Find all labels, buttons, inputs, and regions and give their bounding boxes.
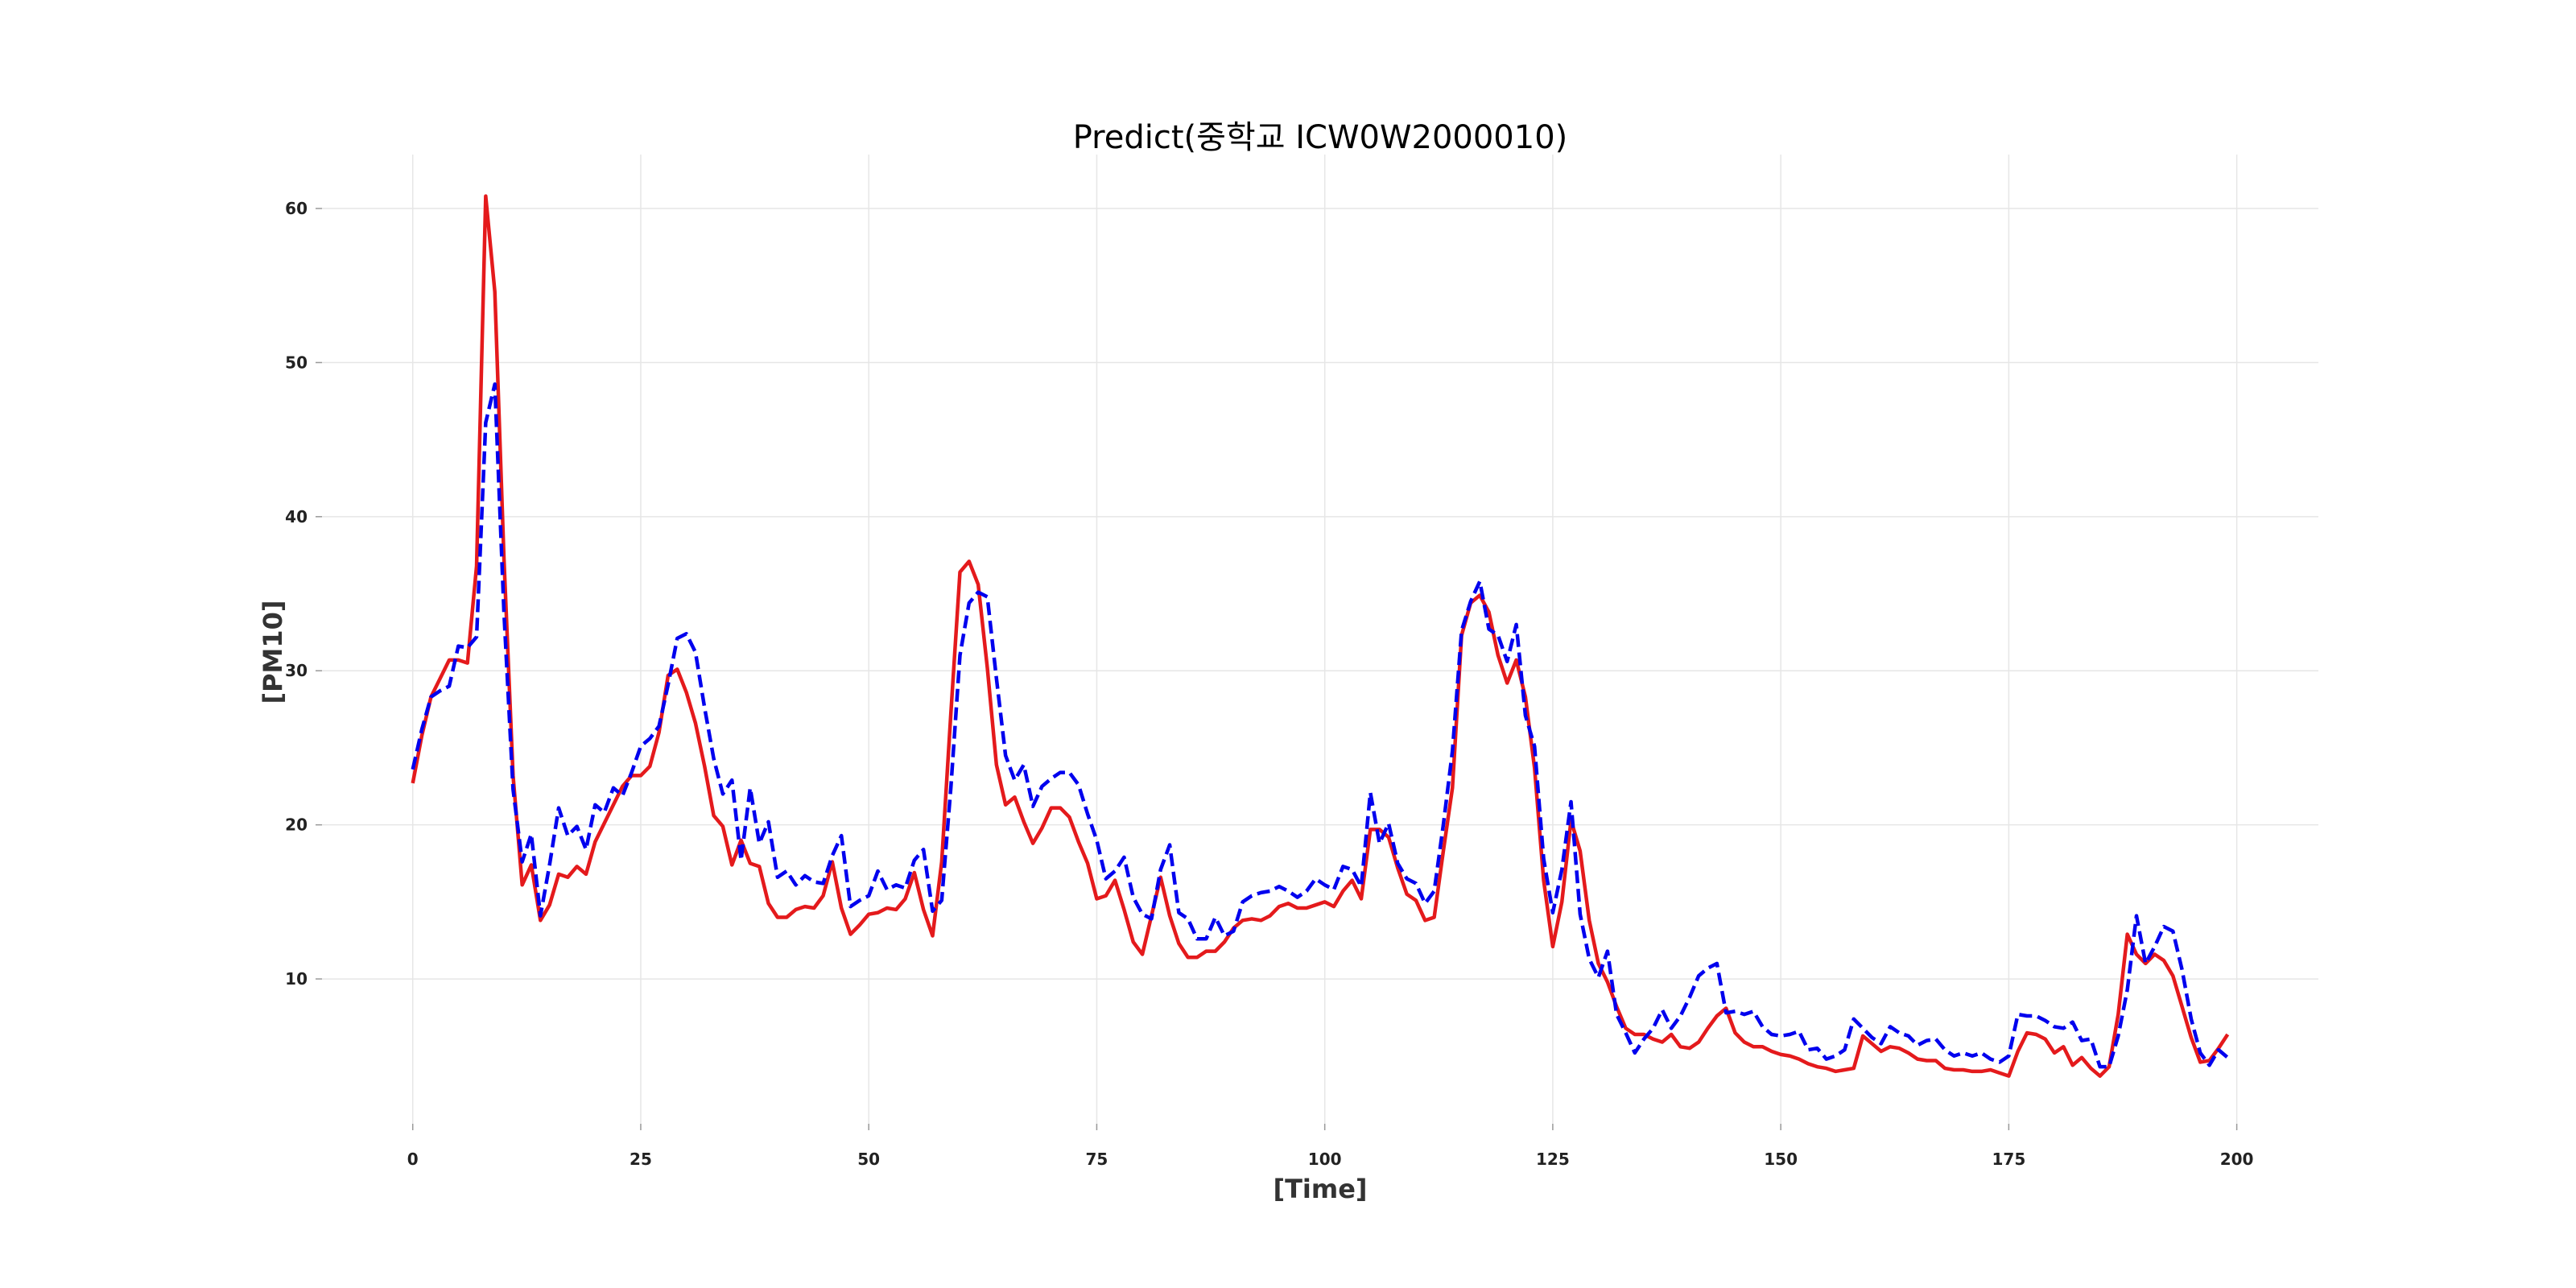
x-tick-label: 150 (1764, 1150, 1798, 1169)
y-tick-label: 30 (285, 661, 308, 680)
y-tick-label: 20 (285, 815, 308, 835)
grid-layer (322, 155, 2318, 1124)
x-tick-label: 100 (1308, 1150, 1342, 1169)
y-axis-label: [PM10] (258, 600, 288, 704)
x-tick-label: 50 (857, 1150, 880, 1169)
x-tick-label: 175 (1992, 1150, 2025, 1169)
x-tick-label: 75 (1086, 1150, 1108, 1169)
y-tick-label: 40 (285, 507, 308, 526)
series-line-predicted (411, 382, 2229, 1069)
series-line-actual (411, 194, 2230, 1078)
x-tick-label: 25 (630, 1150, 652, 1169)
series-layer (411, 194, 2230, 1078)
chart-title: Predict(중학교 ICW0W2000010) (1073, 119, 1568, 156)
x-tick-label: 200 (2220, 1150, 2254, 1169)
y-tick-label: 50 (285, 353, 308, 372)
y-tick-label: 10 (285, 969, 308, 989)
x-tick-label: 0 (407, 1150, 419, 1169)
x-tick-label: 125 (1536, 1150, 1570, 1169)
y-tick-label: 60 (285, 199, 308, 218)
tick-layer: 0 25 50 75 100 125 150 175 200 10 20 30 40 50 60 (285, 199, 2253, 1169)
x-axis-label: [Time] (1273, 1174, 1367, 1204)
